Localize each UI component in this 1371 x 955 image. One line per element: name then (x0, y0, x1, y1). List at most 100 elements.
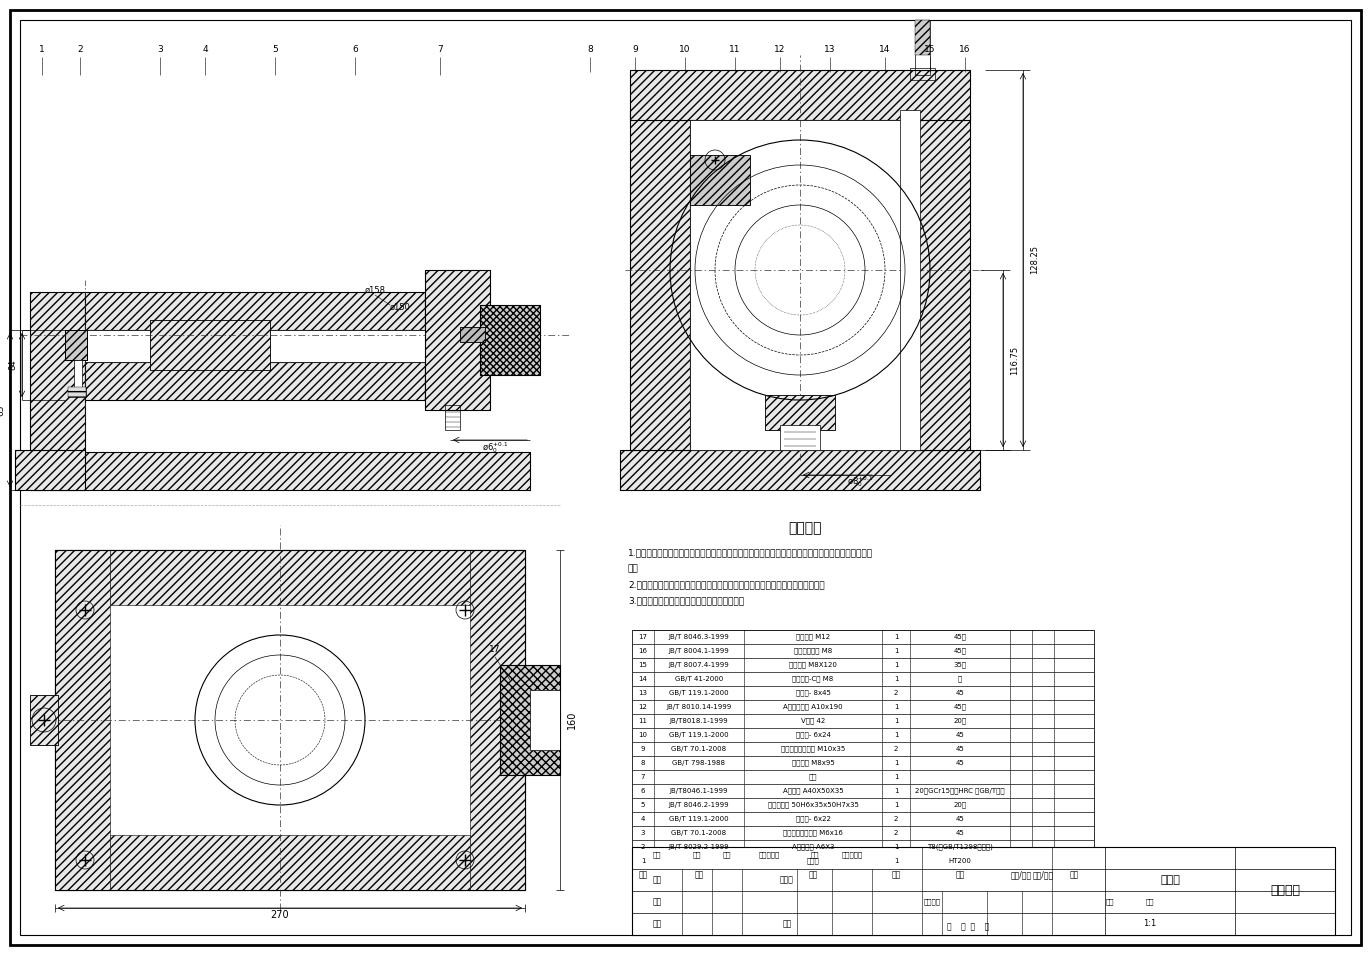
Bar (149, 320, 270, 370)
Text: 14: 14 (879, 46, 891, 54)
Text: 比例: 比例 (1145, 899, 1154, 905)
Bar (914, 20, 930, 75)
Bar (55, 550, 110, 890)
Text: 圆柱销- 8x45: 圆柱销- 8x45 (795, 690, 831, 696)
Text: 总计/重量: 总计/重量 (1032, 871, 1053, 880)
Text: 1: 1 (894, 774, 898, 780)
Text: 1: 1 (894, 788, 898, 794)
Text: 握套螺钉 M12: 握套螺钉 M12 (797, 634, 829, 640)
Text: 1: 1 (894, 676, 898, 682)
Text: 10: 10 (679, 46, 691, 54)
Text: 圆柱销- 6x22: 圆柱销- 6x22 (795, 816, 831, 822)
Bar (55, 550, 525, 890)
Bar (632, 784, 1094, 798)
Text: JB/T 8010.14-1999: JB/T 8010.14-1999 (666, 704, 732, 710)
Text: 2.装配应对零、部件的主要配合尺寸，特别是过盈配合尺寸及相关精度进行复查。: 2.装配应对零、部件的主要配合尺寸，特别是过盈配合尺寸及相关精度进行复查。 (628, 580, 824, 589)
Text: GB/T 119.1-2000: GB/T 119.1-2000 (669, 690, 729, 696)
Text: 双头螺柱 M8X120: 双头螺柱 M8X120 (790, 662, 836, 668)
Text: 4: 4 (640, 816, 646, 822)
Text: 2: 2 (894, 816, 898, 822)
Bar (632, 756, 1094, 770)
Text: 审核: 审核 (653, 898, 662, 906)
Bar (632, 770, 1094, 784)
Text: 35钢: 35钢 (953, 662, 967, 668)
Text: 84: 84 (8, 360, 18, 371)
Text: 支臂: 支臂 (809, 774, 817, 780)
Bar (85, 330, 425, 362)
Text: 9: 9 (640, 746, 646, 752)
Text: 116.75: 116.75 (1010, 346, 1020, 374)
Bar (480, 305, 540, 375)
Bar (480, 305, 540, 375)
Text: 批准: 批准 (783, 920, 791, 928)
Text: 1: 1 (894, 802, 898, 808)
Bar (30, 452, 531, 490)
Text: 阶段标记: 阶段标记 (924, 899, 941, 905)
Text: 45钢: 45钢 (953, 704, 967, 711)
Text: 1:1: 1:1 (1143, 920, 1156, 928)
Bar (85, 362, 425, 400)
Bar (632, 812, 1094, 826)
Text: 1: 1 (894, 662, 898, 668)
Text: 1: 1 (894, 844, 898, 850)
Text: 代号: 代号 (694, 871, 703, 880)
Bar (30, 292, 85, 452)
Text: 3: 3 (158, 46, 163, 54)
Text: 7: 7 (640, 774, 646, 780)
Text: 17: 17 (639, 634, 647, 640)
Bar (910, 110, 971, 450)
Text: JB/T 8029.2-1999: JB/T 8029.2-1999 (669, 844, 729, 850)
Text: 圆柱销- 6x24: 圆柱销- 6x24 (795, 732, 831, 738)
Bar (690, 120, 910, 450)
Text: 14: 14 (639, 676, 647, 682)
Text: 数量: 数量 (891, 871, 901, 880)
Text: JB/T 8007.4-1999: JB/T 8007.4-1999 (669, 662, 729, 668)
Text: 10: 10 (639, 732, 647, 738)
Text: 16: 16 (960, 46, 971, 54)
Text: GB/T 798-1988: GB/T 798-1988 (673, 760, 725, 766)
Bar (632, 686, 1094, 700)
Bar (110, 835, 470, 890)
Text: 活节螺栓 M8x95: 活节螺栓 M8x95 (791, 759, 835, 766)
Bar (531, 690, 559, 750)
Text: 重量: 重量 (1105, 899, 1113, 905)
Bar (30, 452, 531, 490)
Bar (632, 630, 1094, 644)
Text: A型镗套 A40X50X35: A型镗套 A40X50X35 (783, 788, 843, 795)
Bar (910, 110, 971, 450)
Bar (74, 360, 82, 390)
Text: 8: 8 (587, 46, 592, 54)
Text: 16: 16 (639, 648, 647, 654)
Bar (632, 644, 1094, 658)
Bar (632, 826, 1094, 840)
Bar (765, 395, 835, 430)
Text: 6: 6 (352, 46, 358, 54)
Bar (85, 362, 425, 400)
Text: 1: 1 (894, 718, 898, 724)
Text: JB/T 8046.2-1999: JB/T 8046.2-1999 (669, 802, 729, 808)
Text: 钢: 钢 (958, 676, 962, 682)
Bar (914, 20, 930, 55)
Bar (69, 387, 86, 397)
Text: HT200: HT200 (949, 858, 972, 864)
Bar (30, 695, 58, 745)
Text: 1: 1 (894, 648, 898, 654)
Bar (631, 110, 690, 450)
Text: 技术要求: 技术要求 (788, 521, 821, 535)
Bar (632, 658, 1094, 672)
Text: 材料: 材料 (956, 871, 965, 880)
Text: GB/T 119.1-2000: GB/T 119.1-2000 (669, 732, 729, 738)
Text: 1: 1 (40, 46, 45, 54)
Bar (446, 405, 461, 430)
Text: 单件/重量: 单件/重量 (1010, 871, 1031, 880)
Text: 160: 160 (568, 711, 577, 730)
Text: 20钢: 20钢 (953, 801, 967, 808)
Text: 6: 6 (640, 788, 646, 794)
Text: ø150: ø150 (389, 303, 410, 311)
Bar (30, 292, 85, 452)
Bar (55, 550, 525, 890)
Text: ø6$^{+0.1}_{0}$: ø6$^{+0.1}_{0}$ (483, 440, 509, 456)
Bar (149, 320, 270, 370)
Text: V形块 42: V形块 42 (801, 718, 825, 724)
Text: 2: 2 (77, 46, 82, 54)
